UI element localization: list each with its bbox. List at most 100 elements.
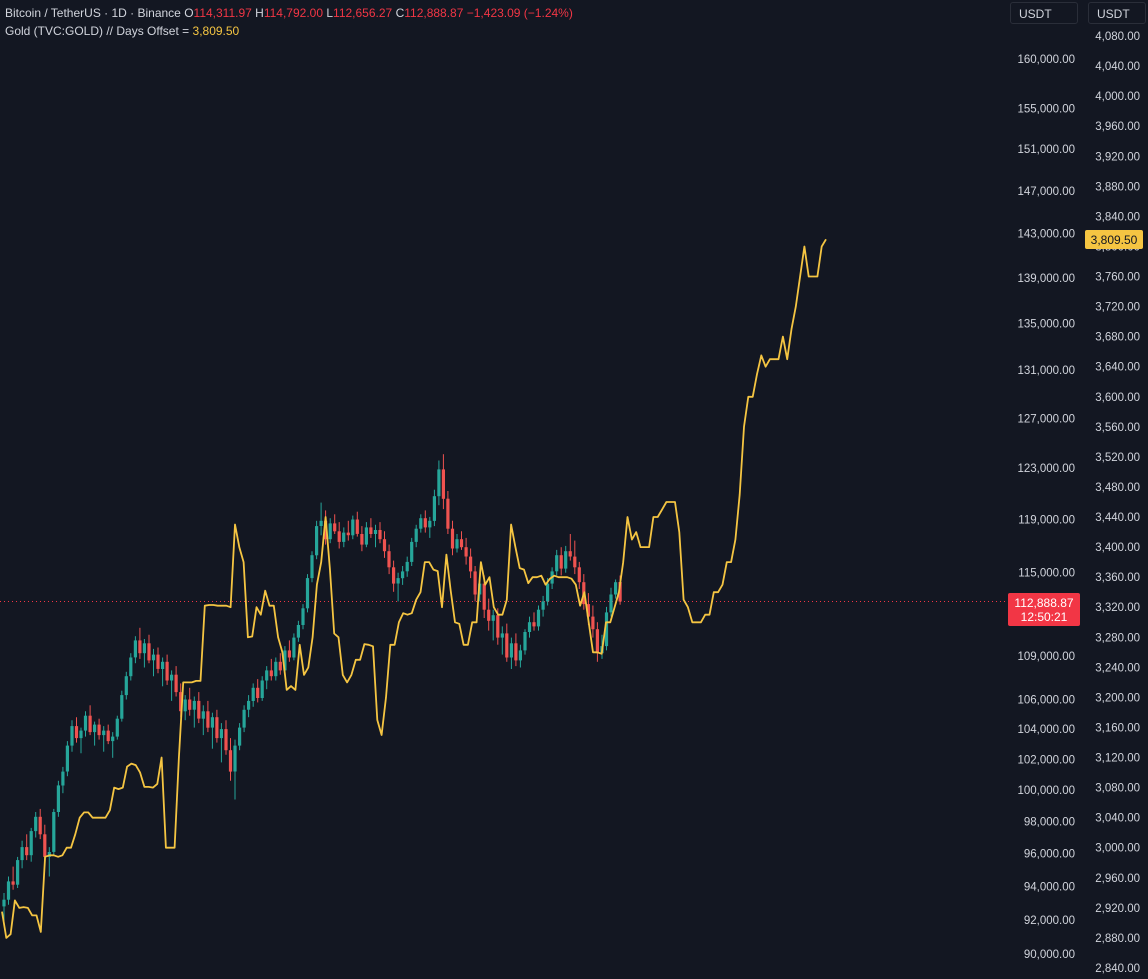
candle — [38, 808, 42, 840]
candle — [541, 595, 545, 617]
gold-axis-tick-label: 3,520.00 — [1095, 452, 1140, 464]
symbol-legend-row: Bitcoin / TetherUS · 1D · Binance O114,3… — [5, 4, 573, 22]
candle — [500, 626, 504, 655]
gold-axis-tick-label: 4,000.00 — [1095, 91, 1140, 103]
gold-line — [1, 238, 827, 939]
gold-axis-tick-label: 3,880.00 — [1095, 181, 1140, 193]
symbol-title[interactable]: Bitcoin / TetherUS · 1D · Binance — [5, 6, 181, 20]
candle — [319, 502, 323, 536]
candle — [56, 780, 60, 817]
btc-axis-tick-label: 139,000.00 — [1017, 273, 1075, 285]
candle — [604, 606, 609, 651]
candle — [233, 739, 237, 800]
btc-currency-unit-button[interactable]: USDT — [1010, 2, 1078, 24]
candle — [61, 766, 65, 794]
candle — [165, 654, 169, 685]
candle — [405, 556, 409, 577]
candle — [305, 574, 310, 613]
candle — [491, 609, 495, 641]
gold-axis-tick-label: 3,240.00 — [1095, 662, 1140, 674]
candle — [129, 653, 133, 681]
gold-axis-tick-label: 3,720.00 — [1095, 302, 1140, 314]
candle — [419, 514, 423, 533]
candle — [188, 687, 192, 716]
btc-axis-tick-label: 92,000.00 — [1024, 915, 1075, 927]
candle — [174, 666, 178, 697]
candle — [591, 605, 595, 638]
candle — [487, 598, 491, 631]
overlay-legend-row: Gold (TVC:GOLD) // Days Offset = 3,809.5… — [5, 22, 573, 40]
candle — [224, 720, 228, 755]
candle — [161, 657, 165, 687]
candle — [378, 522, 382, 544]
candle — [555, 549, 559, 576]
candle — [609, 587, 613, 617]
open-value: 114,311.97 — [193, 6, 252, 20]
gold-axis-tick-label: 3,360.00 — [1095, 572, 1140, 584]
candle — [446, 491, 450, 534]
candle — [414, 524, 418, 548]
candle — [251, 683, 255, 707]
candle — [505, 623, 509, 662]
btc-price-axis[interactable]: 90,000.00 92,000.00 94,000.00 96,000.00 98,0… — [1017, 54, 1075, 961]
low-value: 112,656.27 — [333, 6, 393, 20]
btc-axis-tick-label: 94,000.00 — [1024, 881, 1075, 893]
gold-axis-tick-label: 3,120.00 — [1095, 753, 1140, 765]
candle — [16, 856, 20, 888]
gold-axis-tick-label: 3,600.00 — [1095, 392, 1140, 404]
candle — [355, 511, 359, 537]
gold-price-badge-bg — [1085, 230, 1143, 249]
candle — [428, 516, 432, 538]
candle — [301, 604, 305, 630]
btc-axis-tick-label: 106,000.00 — [1017, 695, 1075, 707]
btc-axis-tick-label: 100,000.00 — [1017, 785, 1075, 797]
candle — [133, 636, 137, 664]
gold-axis-tick-label: 3,000.00 — [1095, 843, 1140, 855]
overlay-value: 3,809.50 — [192, 24, 240, 38]
candle — [52, 808, 56, 856]
candle — [124, 671, 128, 700]
gold-axis-tick-label: 2,840.00 — [1095, 963, 1140, 975]
candle — [559, 547, 563, 576]
candle — [192, 696, 196, 728]
btc-axis-tick-label: 90,000.00 — [1024, 949, 1075, 961]
candle — [342, 527, 346, 548]
candle — [333, 514, 337, 534]
candle — [170, 670, 174, 701]
candle — [65, 741, 69, 777]
gold-axis-tick-label: 3,480.00 — [1095, 482, 1140, 494]
candle — [392, 560, 396, 592]
candle — [102, 726, 106, 752]
candle — [142, 639, 146, 668]
candle — [292, 633, 296, 661]
btc-axis-tick-label: 96,000.00 — [1024, 849, 1075, 861]
gold-price-axis[interactable]: 2,840.00 2,880.00 2,920.00 2,960.00 3,000.00… — [1095, 31, 1140, 975]
candle — [115, 715, 119, 740]
candle — [523, 629, 527, 655]
gold-line-series — [1, 238, 827, 939]
candle — [364, 522, 368, 548]
candle — [83, 711, 88, 737]
candle — [20, 840, 24, 869]
candle — [459, 531, 464, 550]
gold-currency-unit-button[interactable]: USDT — [1088, 2, 1146, 24]
gold-axis-tick-label: 3,040.00 — [1095, 813, 1140, 825]
gold-axis-tick-label: 2,880.00 — [1095, 933, 1140, 945]
gold-axis-tick-label: 3,840.00 — [1095, 211, 1140, 223]
btc-candles — [2, 454, 622, 924]
candle — [310, 551, 314, 583]
candle — [568, 534, 572, 561]
candle — [206, 700, 210, 733]
candle — [346, 520, 350, 541]
btc-axis-tick-label: 135,000.00 — [1017, 318, 1075, 330]
candle — [382, 531, 387, 558]
overlay-title[interactable]: Gold (TVC:GOLD) // Days Offset = — [5, 24, 190, 38]
candle — [614, 579, 618, 599]
candle — [106, 724, 110, 745]
candle — [88, 705, 92, 736]
btc-axis-tick-label: 151,000.00 — [1017, 144, 1075, 156]
gold-axis-tick-label: 3,920.00 — [1095, 151, 1140, 163]
candle — [138, 627, 142, 659]
gold-axis-tick-label: 3,080.00 — [1095, 783, 1140, 795]
